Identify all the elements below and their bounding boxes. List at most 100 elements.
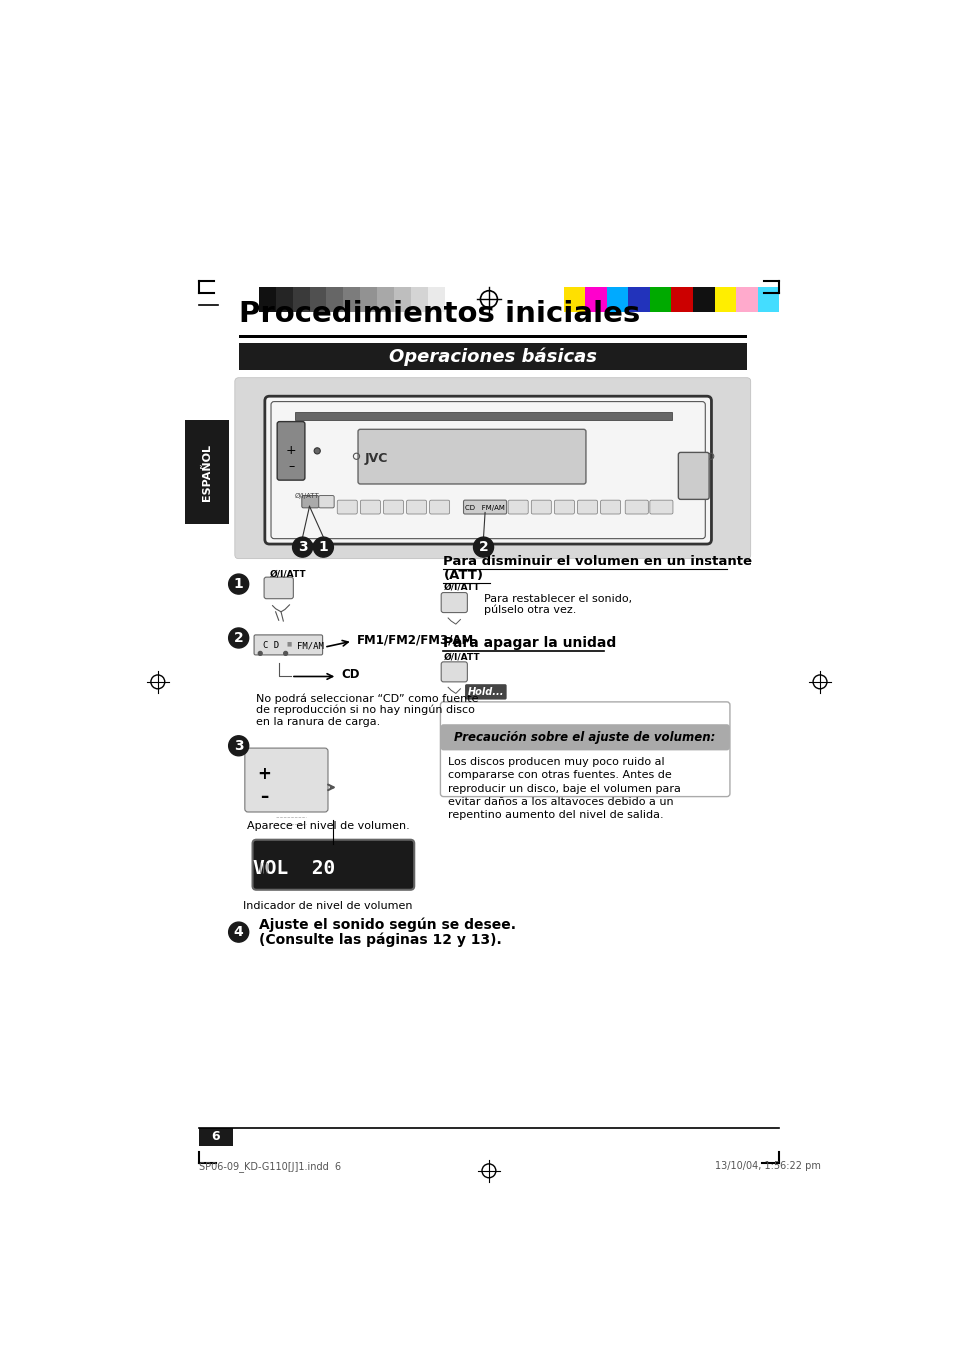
Bar	[584, 286, 606, 312]
Bar	[294, 412, 672, 420]
Circle shape	[229, 736, 249, 755]
FancyBboxPatch shape	[649, 500, 672, 513]
FancyBboxPatch shape	[357, 430, 585, 484]
Bar	[185, 420, 229, 524]
FancyBboxPatch shape	[383, 500, 403, 513]
Bar	[309, 286, 326, 312]
Text: –: –	[288, 459, 294, 473]
Text: No podrá seleccionar “CD” como fuente: No podrá seleccionar “CD” como fuente	[255, 693, 477, 704]
Circle shape	[283, 651, 287, 655]
Text: 1: 1	[233, 577, 243, 592]
Bar	[198, 1128, 233, 1146]
FancyBboxPatch shape	[463, 500, 506, 513]
Text: ESPAÑOL: ESPAÑOL	[202, 444, 212, 501]
Text: Indicador de nivel de volumen: Indicador de nivel de volumen	[243, 901, 413, 912]
FancyBboxPatch shape	[429, 500, 449, 513]
Bar	[563, 286, 584, 312]
FancyBboxPatch shape	[406, 500, 426, 513]
Text: +: +	[257, 765, 271, 784]
Circle shape	[473, 538, 493, 557]
Text: SP06-09_KD-G110[J]1.indd  6: SP06-09_KD-G110[J]1.indd 6	[198, 1161, 340, 1171]
Text: repentino aumento del nivel de salida.: repentino aumento del nivel de salida.	[448, 809, 663, 820]
Circle shape	[314, 447, 320, 454]
FancyBboxPatch shape	[234, 378, 750, 559]
Text: púlselo otra vez.: púlselo otra vez.	[483, 605, 576, 615]
Text: Precaución sobre el ajuste de volumen:: Precaución sobre el ajuste de volumen:	[454, 731, 715, 744]
Text: Ø/I/ATT: Ø/I/ATT	[443, 653, 479, 661]
Circle shape	[229, 628, 249, 648]
Text: de reproducción si no hay ningún disco: de reproducción si no hay ningún disco	[255, 705, 474, 716]
Text: Ø/I/ATT: Ø/I/ATT	[294, 493, 319, 499]
Bar	[736, 286, 757, 312]
FancyBboxPatch shape	[440, 703, 729, 797]
Text: Procedimientos iniciales: Procedimientos iniciales	[238, 300, 639, 328]
Bar	[343, 286, 360, 312]
Text: 4: 4	[233, 925, 243, 939]
Text: C D: C D	[262, 642, 278, 650]
FancyBboxPatch shape	[531, 500, 551, 513]
Circle shape	[229, 923, 249, 942]
FancyBboxPatch shape	[253, 840, 414, 890]
Text: 6: 6	[211, 1131, 219, 1143]
Text: VOL  20: VOL 20	[253, 859, 335, 878]
FancyBboxPatch shape	[277, 422, 305, 480]
Text: Para apagar la unidad: Para apagar la unidad	[443, 636, 616, 650]
Text: CD: CD	[341, 669, 359, 681]
Text: |||: |||	[258, 862, 270, 873]
Text: evitar daños a los altavoces debido a un: evitar daños a los altavoces debido a un	[448, 797, 673, 807]
Text: en la ranura de carga.: en la ranura de carga.	[255, 716, 379, 727]
Text: FM/AM: FM/AM	[297, 642, 324, 650]
Text: (ATT): (ATT)	[443, 569, 483, 582]
Circle shape	[313, 538, 333, 557]
Text: CD   FM/AM: CD FM/AM	[465, 505, 504, 511]
Text: 1: 1	[318, 540, 328, 554]
Text: 3: 3	[233, 739, 243, 753]
Bar	[606, 286, 628, 312]
FancyBboxPatch shape	[678, 453, 708, 500]
Text: FM1/FM2/FM3/AM: FM1/FM2/FM3/AM	[356, 634, 474, 646]
FancyBboxPatch shape	[318, 496, 334, 508]
Bar	[411, 286, 428, 312]
Bar	[376, 286, 394, 312]
Text: Operaciones básicas: Operaciones básicas	[389, 347, 597, 366]
FancyBboxPatch shape	[464, 684, 506, 700]
Bar	[649, 286, 671, 312]
Bar	[714, 286, 736, 312]
Text: –: –	[259, 789, 268, 807]
Text: 2: 2	[478, 540, 488, 554]
Text: +: +	[285, 444, 296, 458]
FancyBboxPatch shape	[253, 635, 322, 655]
Bar	[293, 286, 309, 312]
Text: Hold...: Hold...	[467, 686, 503, 697]
FancyBboxPatch shape	[600, 500, 620, 513]
Text: Ø/I/ATT: Ø/I/ATT	[269, 570, 306, 578]
Bar	[444, 286, 461, 312]
Bar	[757, 286, 779, 312]
Text: Ø/I/ATT: Ø/I/ATT	[443, 582, 479, 592]
Text: Para restablecer el sonido,: Para restablecer el sonido,	[483, 594, 631, 604]
Bar	[628, 286, 649, 312]
Circle shape	[258, 651, 262, 655]
Text: 3: 3	[297, 540, 307, 554]
Bar	[692, 286, 714, 312]
FancyBboxPatch shape	[336, 500, 356, 513]
Text: Ajuste el sonido según se desee.: Ajuste el sonido según se desee.	[258, 917, 516, 932]
FancyBboxPatch shape	[554, 500, 574, 513]
Text: 13/10/04, 1:56:22 pm: 13/10/04, 1:56:22 pm	[714, 1161, 820, 1171]
FancyBboxPatch shape	[301, 496, 318, 508]
Bar	[238, 343, 746, 370]
FancyBboxPatch shape	[440, 593, 467, 612]
Circle shape	[293, 538, 313, 557]
Text: ■: ■	[286, 642, 291, 647]
Text: 2: 2	[233, 631, 243, 644]
Bar	[258, 286, 275, 312]
FancyBboxPatch shape	[265, 396, 711, 544]
FancyBboxPatch shape	[264, 577, 293, 598]
Bar	[238, 335, 746, 338]
Text: compararse con otras fuentes. Antes de: compararse con otras fuentes. Antes de	[448, 770, 671, 781]
Bar	[275, 286, 293, 312]
Bar	[394, 286, 411, 312]
Text: (Consulte las páginas 12 y 13).: (Consulte las páginas 12 y 13).	[258, 932, 501, 947]
FancyBboxPatch shape	[624, 500, 648, 513]
Circle shape	[229, 574, 249, 594]
